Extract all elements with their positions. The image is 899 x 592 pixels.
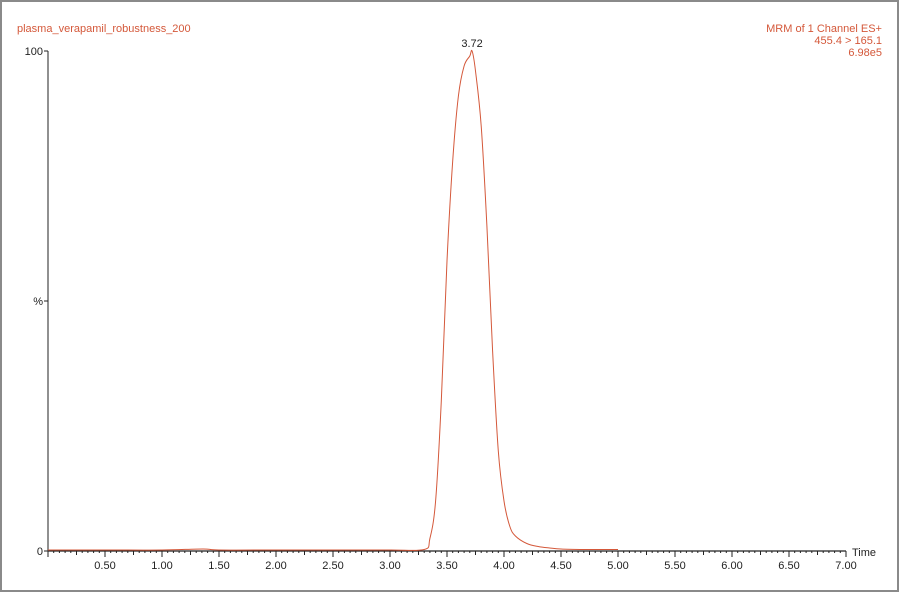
x-tick-label: 2.50 (322, 560, 343, 572)
transition-label: 455.4 > 165.1 (814, 35, 882, 47)
peak-annotation: 3.72 (461, 38, 482, 50)
x-tick-label: 3.50 (436, 560, 457, 572)
experiment-label: MRM of 1 Channel ES+ (766, 23, 882, 35)
x-tick-label: 0.50 (94, 560, 115, 572)
intensity-label: 6.98e5 (848, 47, 882, 59)
x-axis-label: Time (852, 547, 876, 559)
x-tick-label: 6.50 (778, 560, 799, 572)
x-tick-label: 6.00 (721, 560, 742, 572)
x-tick-label: 7.00 (835, 560, 856, 572)
ticks (44, 50, 847, 557)
x-tick-label: 1.00 (151, 560, 172, 572)
x-tick-label: 4.50 (550, 560, 571, 572)
tick-labels: 0.50 1.00 1.50 2.00 2.50 3.00 3.50 4.00 4.50 5.00… (25, 38, 876, 572)
axes (47, 51, 846, 552)
x-tick-label: 5.50 (664, 560, 685, 572)
y-tick-label: % (33, 296, 43, 308)
trace-layer (47, 49, 619, 551)
x-tick-label: 2.00 (265, 560, 286, 572)
x-tick-label: 1.50 (208, 560, 229, 572)
y-tick-label: 100 (25, 46, 43, 58)
x-tick-label: 4.00 (493, 560, 514, 572)
x-tick-label: 3.00 (379, 560, 400, 572)
x-tick-label: 5.00 (607, 560, 628, 572)
chromatogram-trace (47, 49, 619, 551)
trace-info-block: MRM of 1 Channel ES+ 455.4 > 165.1 6.98e… (766, 23, 882, 59)
y-tick-label: 0 (37, 546, 43, 558)
sample-name-label: plasma_verapamil_robustness_200 (17, 23, 191, 35)
